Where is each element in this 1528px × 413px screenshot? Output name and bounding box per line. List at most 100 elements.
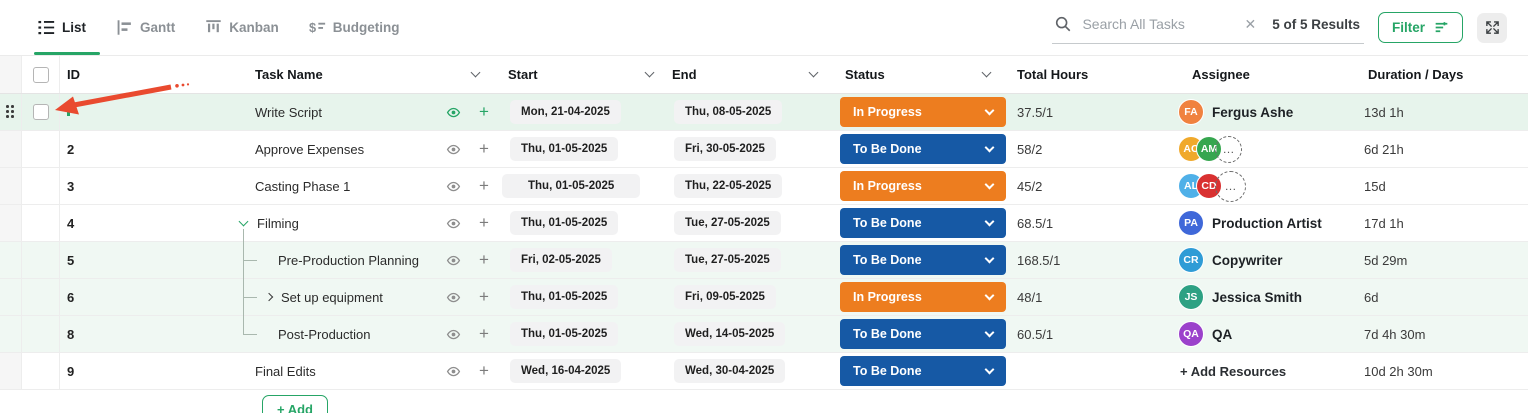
avatar[interactable]: FA	[1178, 99, 1204, 125]
start-date[interactable]: Thu, 01-05-2025	[510, 137, 619, 161]
results-count: 5 of 5 Results	[1272, 16, 1360, 32]
status-cell: To Be Done	[836, 131, 1010, 167]
start-date[interactable]: Thu, 01-05-2025	[510, 285, 619, 309]
collapse-chevron-icon[interactable]	[238, 216, 249, 226]
watch-eye-icon[interactable]	[446, 290, 461, 305]
end-date[interactable]: Wed, 30-04-2025	[674, 359, 786, 383]
assignee-cell: + Add Resources	[1170, 353, 1340, 389]
sort-task-name-icon[interactable]	[470, 67, 481, 78]
start-cell: Fri, 02-05-2025	[500, 242, 642, 278]
tab-gantt[interactable]: Gantt	[116, 0, 175, 55]
more-assignees-icon[interactable]: …	[1215, 135, 1242, 163]
watch-eye-icon[interactable]	[446, 216, 461, 231]
watch-eye-icon[interactable]	[446, 179, 461, 194]
add-subtask-icon[interactable]: +	[479, 176, 489, 195]
add-subtask-icon[interactable]: +	[479, 361, 489, 380]
status-dropdown[interactable]: To Be Done	[840, 134, 1006, 164]
status-chevron-icon	[984, 290, 995, 300]
task-name[interactable]: Write Script	[255, 104, 322, 120]
add-resources-button[interactable]: + Add Resources	[1180, 363, 1287, 379]
total-hours-cell: 168.5/1	[1017, 252, 1061, 268]
status-dropdown[interactable]: To Be Done	[840, 356, 1006, 386]
status-dropdown[interactable]: To Be Done	[840, 319, 1006, 349]
status-dropdown[interactable]: To Be Done	[840, 208, 1006, 238]
status-dropdown[interactable]: In Progress	[840, 282, 1006, 312]
eye-cell	[438, 316, 468, 352]
sort-status-icon[interactable]	[981, 67, 992, 78]
column-header-task-name: Task Name	[255, 67, 323, 82]
task-name[interactable]: Casting Phase 1	[255, 178, 351, 194]
duration-cell: 17d 1h	[1364, 215, 1404, 231]
assignee-cell: CR Copywriter	[1170, 242, 1340, 278]
end-date[interactable]: Thu, 22-05-2025	[674, 174, 783, 198]
task-name[interactable]: Set up equipment	[281, 289, 383, 305]
watch-eye-icon[interactable]	[446, 105, 461, 120]
id-cell: 6	[60, 279, 230, 315]
sort-end-icon[interactable]	[808, 67, 819, 78]
fullscreen-icon	[1485, 20, 1500, 35]
expand-chevron-icon[interactable]	[264, 292, 274, 302]
search-input[interactable]	[1082, 16, 1235, 32]
fullscreen-button[interactable]	[1477, 12, 1507, 43]
watch-eye-icon[interactable]	[446, 364, 461, 379]
add-subtask-icon[interactable]: +	[479, 139, 489, 158]
tab-kanban[interactable]: Kanban	[205, 0, 279, 55]
end-date[interactable]: Fri, 30-05-2025	[674, 137, 776, 161]
watch-eye-icon[interactable]	[446, 327, 461, 342]
end-date[interactable]: Tue, 27-05-2025	[674, 211, 781, 235]
add-subtask-icon[interactable]: +	[479, 287, 489, 306]
start-date[interactable]: Fri, 02-05-2025	[510, 248, 612, 272]
end-date[interactable]: Fri, 09-05-2025	[674, 285, 776, 309]
status-cell: To Be Done	[836, 242, 1010, 278]
task-name[interactable]: Filming	[257, 215, 299, 231]
watch-eye-icon[interactable]	[446, 253, 461, 268]
tab-list[interactable]: List	[33, 0, 101, 55]
start-date[interactable]: Mon, 21-04-2025	[510, 100, 621, 124]
end-date[interactable]: Tue, 27-05-2025	[674, 248, 781, 272]
task-name[interactable]: Approve Expenses	[255, 141, 365, 157]
select-all-checkbox[interactable]	[32, 66, 49, 83]
task-name[interactable]: Pre-Production Planning	[278, 252, 419, 268]
avatar[interactable]: PA	[1178, 210, 1204, 236]
plus-cell: +	[468, 94, 500, 130]
task-name[interactable]: Post-Production	[278, 326, 371, 342]
sort-start-icon[interactable]	[644, 67, 655, 78]
avatar[interactable]: QA	[1178, 321, 1204, 347]
end-date[interactable]: Thu, 08-05-2025	[674, 100, 783, 124]
table-header-row: ID Task Name Start End Status Total Hour…	[0, 56, 1528, 94]
gutter-cell	[0, 205, 22, 241]
task-id: 3	[67, 178, 75, 194]
status-label: In Progress	[853, 290, 922, 304]
filter-button[interactable]: Filter	[1377, 12, 1463, 43]
status-label: To Be Done	[853, 142, 922, 156]
add-subtask-icon[interactable]: +	[479, 250, 489, 269]
start-date[interactable]: Thu, 01-05-2025	[510, 322, 619, 346]
row-checkbox[interactable]	[32, 104, 49, 120]
task-row: Write Script + Mon, 21-04-2025 Thu, 08-05-2…	[0, 94, 1528, 131]
tab-label: Budgeting	[332, 20, 400, 35]
drag-handle-icon[interactable]	[6, 105, 15, 119]
add-subtask-icon[interactable]: +	[479, 324, 489, 343]
start-date[interactable]: Thu, 01-05-2025	[502, 174, 641, 198]
start-date[interactable]: Wed, 16-04-2025	[510, 359, 622, 383]
add-task-button[interactable]: + Add	[262, 395, 328, 413]
start-date[interactable]: Thu, 01-05-2025	[510, 211, 619, 235]
task-row: 6 Set up equipment + Thu, 01-05-2025 Fri, 09…	[0, 278, 1528, 316]
avatar[interactable]: JS	[1178, 284, 1204, 310]
task-id: 5	[67, 252, 75, 268]
status-chevron-icon	[984, 253, 995, 263]
add-subtask-icon[interactable]: +	[479, 213, 489, 232]
more-assignees-icon[interactable]: …	[1215, 170, 1246, 202]
status-dropdown[interactable]: In Progress	[840, 171, 1006, 201]
status-dropdown[interactable]: In Progress	[840, 97, 1006, 127]
task-name[interactable]: Final Edits	[255, 363, 316, 379]
tab-budgeting[interactable]: $ Budgeting	[309, 0, 400, 55]
watch-eye-icon[interactable]	[446, 142, 461, 157]
end-date[interactable]: Wed, 14-05-2025	[674, 322, 786, 346]
add-subtask-icon[interactable]: +	[479, 102, 489, 121]
clear-search-icon[interactable]: ✕	[1244, 16, 1257, 32]
avatar[interactable]: CR	[1178, 247, 1204, 273]
status-dropdown[interactable]: To Be Done	[840, 245, 1006, 275]
gantt-view-icon	[116, 19, 133, 36]
